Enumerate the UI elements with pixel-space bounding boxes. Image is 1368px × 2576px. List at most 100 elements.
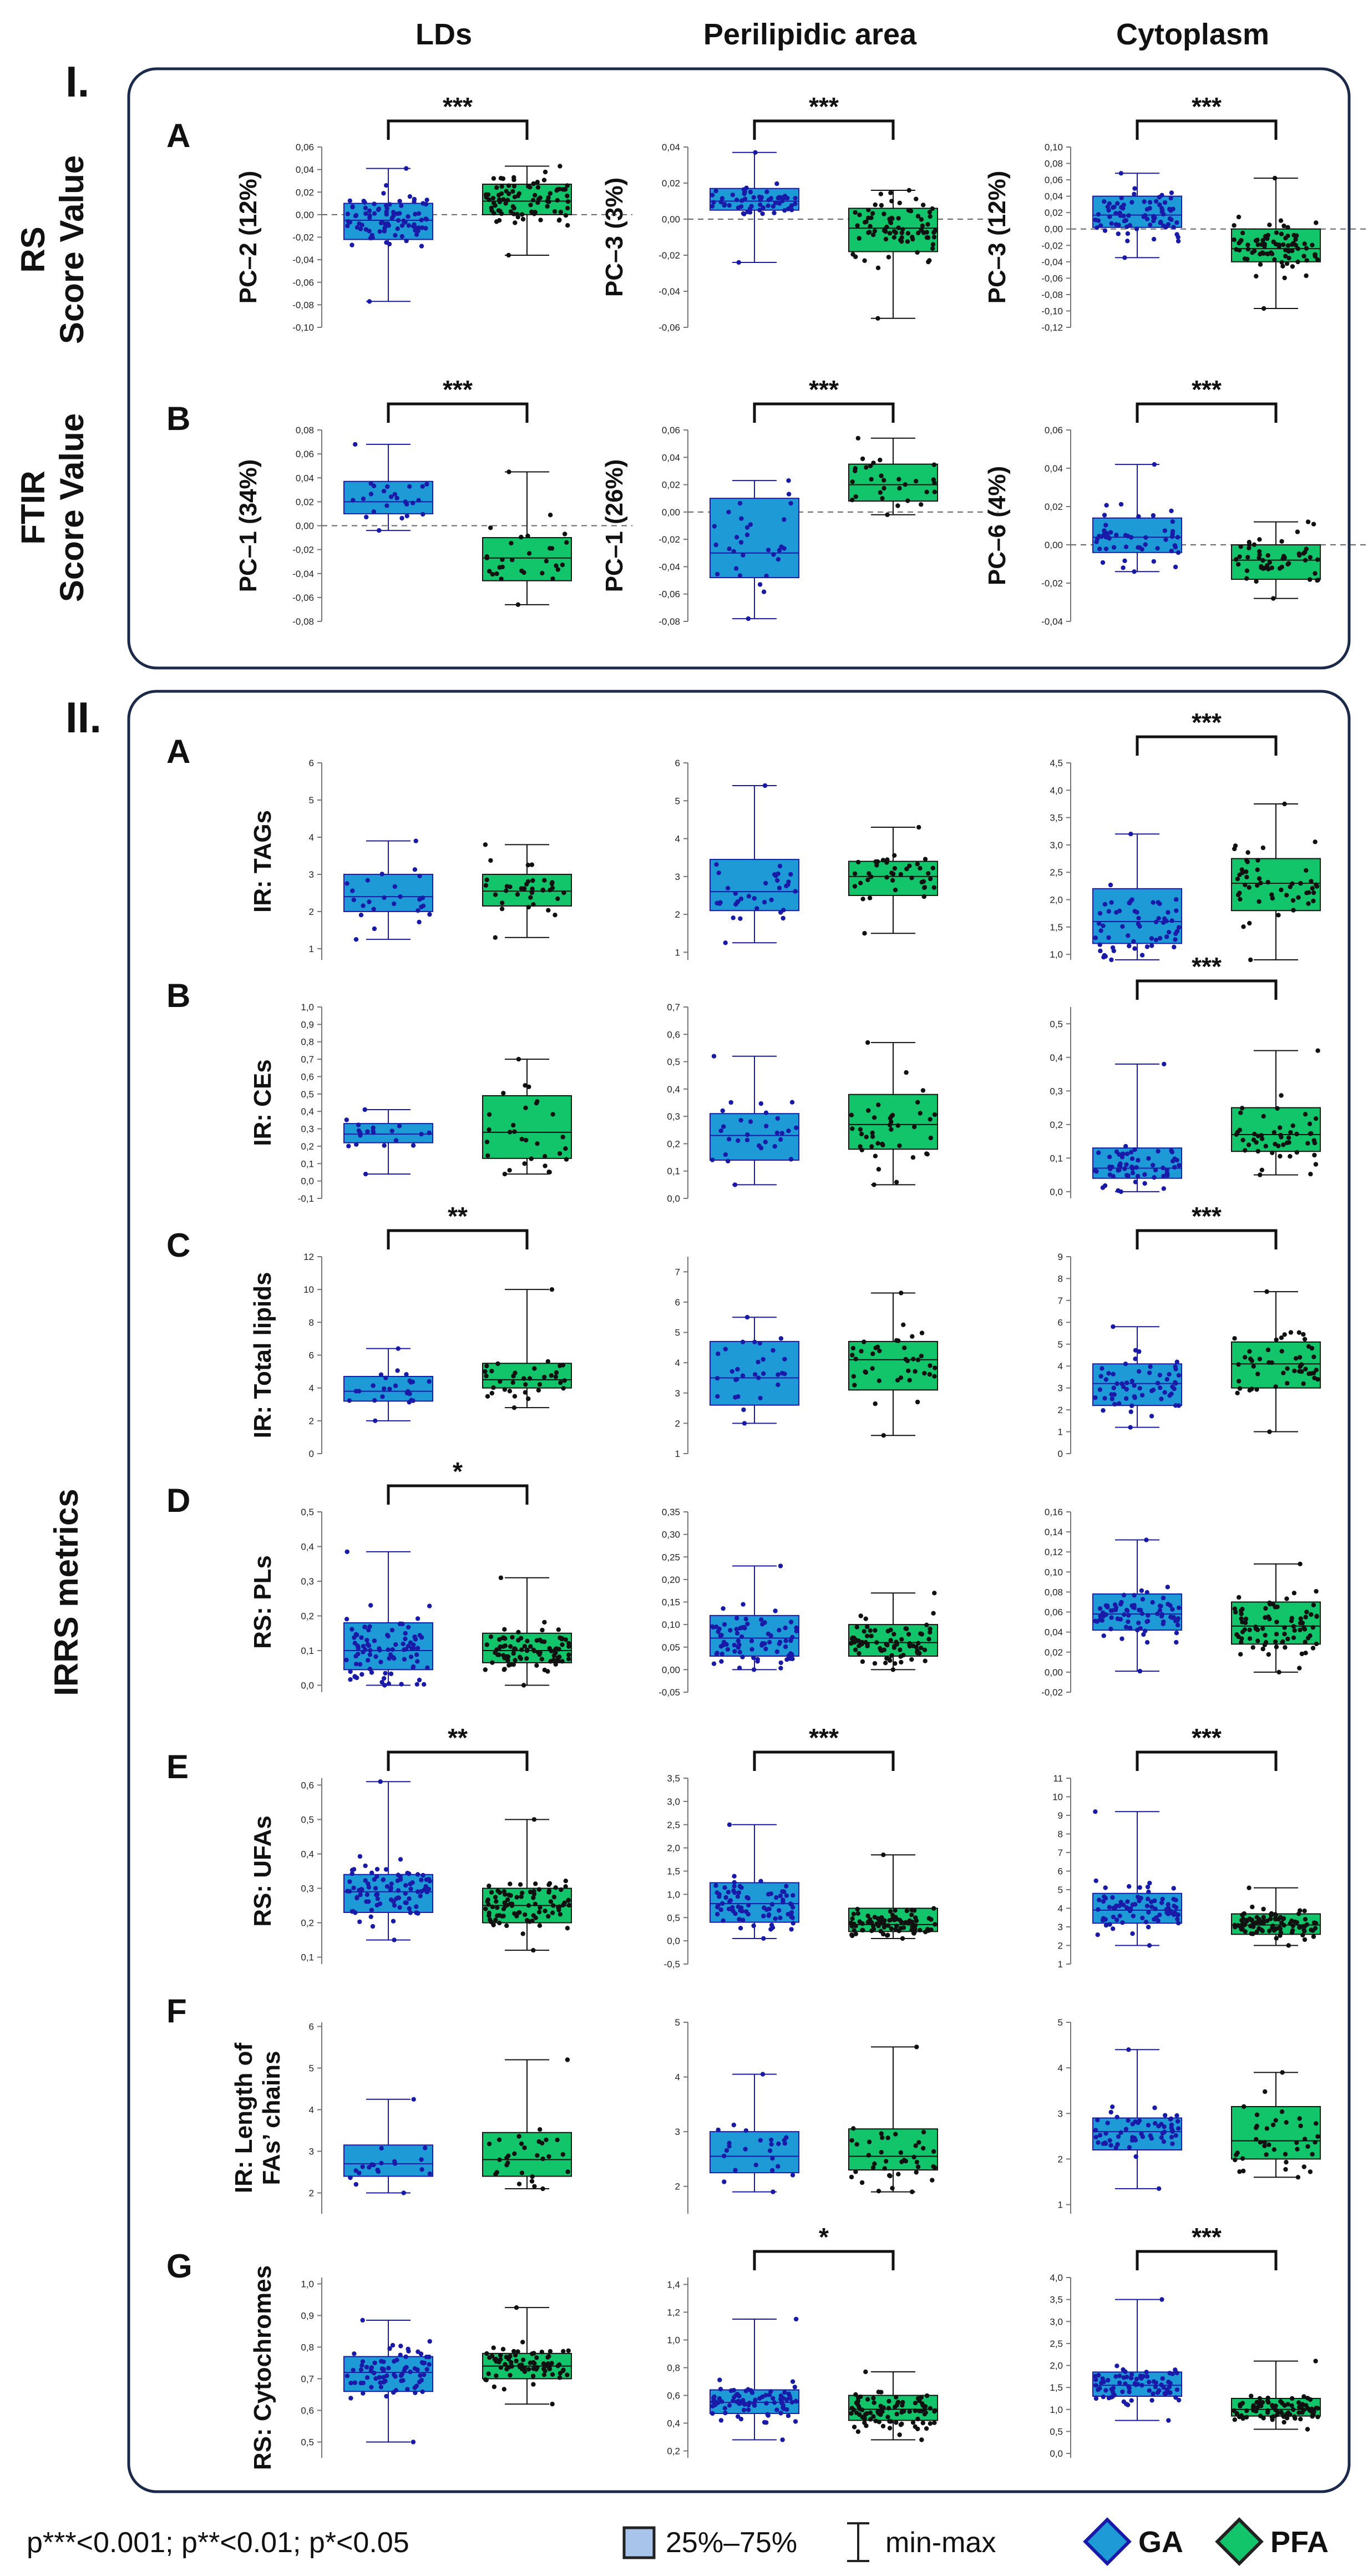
data-point (1315, 2406, 1320, 2411)
data-point (1144, 1904, 1150, 1909)
data-point (1162, 1390, 1167, 1395)
data-point (1167, 1371, 1172, 1377)
data-point (1121, 1592, 1127, 1598)
data-point (1117, 1167, 1122, 1172)
data-point (520, 2357, 526, 2362)
data-point (522, 2369, 528, 2374)
data-point (788, 1656, 793, 1661)
data-point (1279, 539, 1284, 544)
data-point (423, 2145, 428, 2150)
data-point (546, 2354, 551, 2359)
data-point (1161, 1619, 1166, 1624)
data-point (377, 2375, 382, 2380)
y-tick-label: 0,04 (662, 452, 680, 463)
data-point (1096, 1150, 1101, 1155)
y-tick-label: -0,02 (1041, 1687, 1063, 1698)
data-point (875, 2409, 880, 2414)
data-point (1304, 246, 1309, 251)
data-point (525, 863, 531, 868)
data-point (866, 2153, 872, 2158)
data-point (907, 1644, 913, 1649)
data-point (403, 1631, 408, 1636)
data-point (1281, 1142, 1286, 1147)
data-point (1152, 2105, 1157, 2111)
data-point (1285, 225, 1290, 230)
data-point (548, 513, 553, 518)
data-point (493, 935, 498, 940)
data-point (352, 2380, 357, 2385)
data-point (1305, 1141, 1310, 1146)
data-point (746, 2407, 751, 2412)
data-point (723, 1347, 728, 1352)
data-point (881, 1647, 887, 1652)
data-point (348, 1677, 353, 1682)
y-tick-label: 0,35 (662, 1507, 680, 1517)
y-tick-label: 0,08 (296, 425, 314, 436)
y-axis-label-text: PC–3 (12%) (984, 171, 1011, 304)
iqr-box (343, 873, 433, 912)
data-point (518, 1656, 524, 1661)
data-point (869, 874, 874, 879)
data-point (531, 2351, 536, 2356)
data-point (878, 490, 883, 495)
data-point (779, 195, 784, 200)
data-point (1146, 1910, 1151, 1915)
data-point (373, 2376, 378, 2381)
data-point (358, 1133, 363, 1138)
data-point (855, 1911, 860, 1916)
data-point (723, 940, 728, 945)
data-point (1159, 2297, 1164, 2302)
data-point (392, 884, 397, 889)
data-point (876, 1378, 882, 1383)
data-point (1268, 1916, 1273, 1921)
data-point (1137, 1885, 1142, 1890)
data-point (1176, 550, 1181, 555)
data-point (531, 2382, 536, 2387)
data-point (381, 1877, 386, 1882)
data-point (735, 1367, 740, 1372)
box-ga (710, 1054, 799, 1187)
data-point (773, 200, 778, 205)
y-axis-label: PC–1 (26%) (601, 459, 628, 593)
y-tick-label: 0,5 (667, 1057, 680, 1067)
data-point (731, 2387, 737, 2393)
data-point (1106, 909, 1112, 914)
data-point (526, 904, 531, 910)
data-point (1171, 1886, 1176, 1891)
data-point (1128, 535, 1134, 540)
data-point (746, 1902, 751, 1908)
y-tick-label: 1 (1058, 1959, 1063, 1970)
data-point (1293, 237, 1298, 242)
y-tick-label: 0,4 (667, 2418, 680, 2429)
significance-bracket (387, 1229, 529, 1249)
data-point (876, 1167, 881, 1172)
data-point (1132, 569, 1137, 574)
data-point (1119, 1155, 1125, 1160)
data-point (1264, 2126, 1269, 2131)
data-point (712, 2394, 717, 2399)
data-point (1295, 2147, 1300, 2152)
data-point (906, 188, 912, 193)
data-point (356, 1122, 361, 1127)
box-ga (1092, 1324, 1182, 1430)
data-point (914, 2159, 920, 2165)
data-point (416, 2349, 420, 2354)
data-point (865, 2397, 870, 2402)
data-point (748, 1119, 753, 1124)
data-point (492, 2384, 497, 2390)
data-point (735, 1894, 741, 1899)
data-point (489, 1890, 494, 1895)
data-point (1289, 2403, 1294, 2408)
data-point (773, 873, 778, 878)
data-point (515, 892, 520, 897)
data-point (1292, 1368, 1297, 1374)
data-point (1174, 232, 1179, 237)
data-point (770, 2156, 775, 2161)
data-point (793, 196, 798, 201)
data-point (560, 1135, 565, 1140)
data-point (1251, 1137, 1256, 1142)
data-point (1247, 542, 1252, 547)
data-point (555, 187, 560, 192)
